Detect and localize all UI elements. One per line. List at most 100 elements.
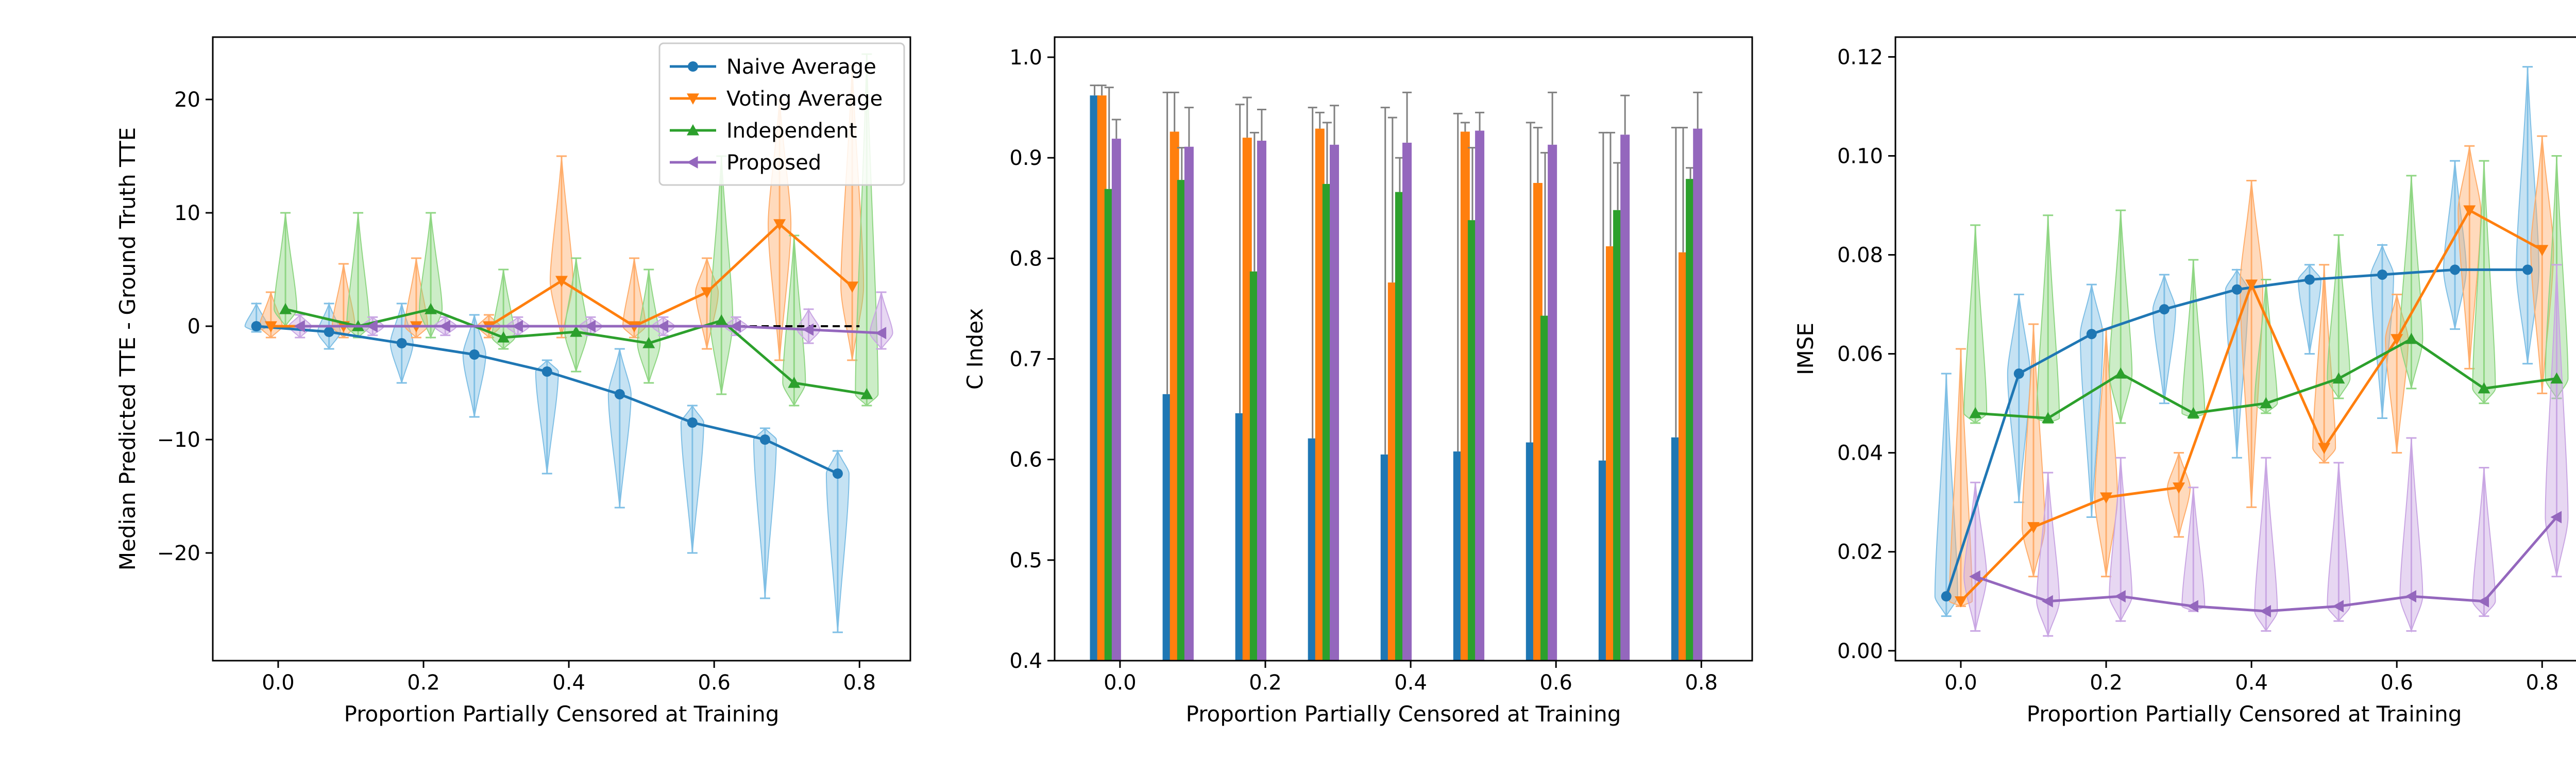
marker-voting-average: [1954, 596, 1967, 608]
bar-independent: [1540, 315, 1550, 661]
bar-proposed: [1475, 130, 1485, 661]
y-tick-label: 0.10: [1837, 144, 1883, 168]
marker-proposed: [2332, 600, 2344, 613]
bar-voting-average: [1315, 128, 1325, 661]
y-tick-label: 0.08: [1837, 244, 1883, 267]
bar-independent: [1686, 179, 1696, 661]
y-tick-label: 1.0: [1009, 46, 1042, 70]
marker-naive-average: [687, 417, 698, 428]
bar-voting-average: [1460, 131, 1470, 661]
axes-frame: [1894, 36, 2576, 662]
marker-independent: [2187, 407, 2200, 418]
legend-item-voting-average: Voting Average: [670, 87, 883, 111]
marker-voting-average: [2463, 205, 2476, 217]
y-tick-label: −10: [157, 428, 200, 452]
marker-voting-average: [555, 276, 568, 287]
bar-naive-average: [1526, 442, 1535, 661]
legend-item-naive-average: Naive Average: [670, 55, 876, 79]
x-tick-label: 0.8: [843, 671, 876, 695]
bar-proposed: [1693, 128, 1703, 661]
marker-naive-average: [832, 468, 843, 479]
marker-naive-average: [469, 349, 480, 360]
y-tick-label: 20: [174, 88, 200, 112]
bar-proposed: [1402, 142, 1412, 661]
panel-imse-xlabel: Proportion Partially Censored at Trainin…: [2027, 701, 2462, 727]
x-tick-label: 0.4: [2235, 671, 2268, 695]
marker-proposed: [2405, 590, 2416, 603]
marker-independent: [2042, 412, 2055, 424]
marker-proposed: [802, 323, 814, 336]
x-tick-label: 0.0: [1944, 671, 1977, 695]
legend-marker: [688, 61, 698, 72]
x-tick-label: 0.2: [1249, 671, 1282, 695]
bar-naive-average: [1090, 95, 1099, 661]
x-tick-label: 0.6: [1539, 671, 1572, 695]
legend-marker: [687, 156, 698, 169]
y-tick-label: 0.7: [1009, 348, 1042, 372]
marker-voting-average: [2245, 279, 2258, 291]
marker-voting-average: [701, 287, 714, 298]
marker-naive-average: [2522, 264, 2533, 275]
x-tick-label: 0.4: [1394, 671, 1427, 695]
plot-area-imse: [1934, 66, 2569, 638]
bar-proposed: [1548, 144, 1557, 661]
marker-voting-average: [2391, 334, 2403, 345]
bar-naive-average: [1671, 437, 1681, 661]
x-tick-label: 0.0: [1104, 671, 1137, 695]
marker-proposed: [439, 320, 450, 332]
panel-c-index-xlabel: Proportion Partially Censored at Trainin…: [1186, 701, 1621, 727]
marker-naive-average: [2159, 304, 2170, 315]
legend-label: Independent: [726, 119, 857, 143]
y-tick-label: 0.06: [1837, 343, 1883, 366]
x-tick-label: 0.8: [1685, 671, 1718, 695]
axes-frame: [212, 36, 911, 662]
marker-independent: [2550, 372, 2563, 384]
marker-independent: [1969, 407, 1982, 418]
marker-independent: [2114, 367, 2127, 379]
marker-proposed: [584, 320, 596, 332]
marker-independent: [497, 331, 510, 343]
plot-area-median-tte: [244, 53, 893, 633]
marker-proposed: [512, 320, 523, 332]
marker-naive-average: [2086, 329, 2097, 340]
panel-median-tte-xlabel: Proportion Partially Censored at Trainin…: [344, 701, 779, 727]
marker-voting-average: [2536, 245, 2549, 256]
axes-frame: [1054, 36, 1753, 662]
marker-proposed: [657, 320, 669, 332]
bar-naive-average: [1380, 454, 1390, 661]
plot-area-c-index: [1090, 85, 1703, 661]
y-tick-label: 10: [174, 201, 200, 225]
bar-independent: [1395, 192, 1404, 661]
panel-c-index-ylabel: C Index: [962, 308, 988, 390]
marker-naive-average: [1941, 591, 1952, 602]
bar-naive-average: [1162, 394, 1172, 661]
marker-naive-average: [324, 327, 334, 337]
panel-c-index: 0.0 0.2 0.4 0.6 0.8 0.4 0.5 0.6 0.7 0.8 0.9 1.0 Prop…: [962, 36, 1753, 727]
legend-label: Voting Average: [726, 87, 883, 111]
bar-voting-average: [1605, 246, 1615, 661]
marker-naive-average: [614, 389, 625, 399]
x-tick-label: 0.2: [2090, 671, 2123, 695]
bar-voting-average: [1170, 131, 1179, 661]
marker-voting-average: [264, 321, 277, 332]
marker-naive-average: [2377, 269, 2387, 280]
panel-median-tte: 0.0 0.2 0.4 0.6 0.8 −20 −10 0 10 20 Proportion Par…: [115, 36, 911, 727]
marker-proposed: [366, 320, 378, 332]
legend-item-independent: Independent: [670, 119, 857, 143]
bar-voting-average: [1097, 95, 1107, 661]
bar-voting-average: [1679, 252, 1688, 661]
marker-proposed: [1969, 570, 1980, 583]
marker-proposed: [2478, 595, 2489, 608]
marker-naive-average: [541, 366, 552, 377]
marker-independent: [2405, 332, 2418, 344]
marker-independent: [860, 388, 873, 399]
bar-naive-average: [1453, 451, 1463, 661]
y-tick-label: 0.00: [1837, 640, 1883, 663]
legend-box: [658, 42, 905, 186]
marker-voting-average: [2027, 522, 2040, 533]
marker-voting-average: [846, 281, 859, 293]
marker-independent: [642, 337, 655, 348]
bar-voting-average: [1242, 138, 1252, 661]
marker-voting-average: [2318, 443, 2331, 455]
panel-median-tte-ylabel: Median Predicted TTE - Ground Truth TTE: [115, 127, 140, 570]
